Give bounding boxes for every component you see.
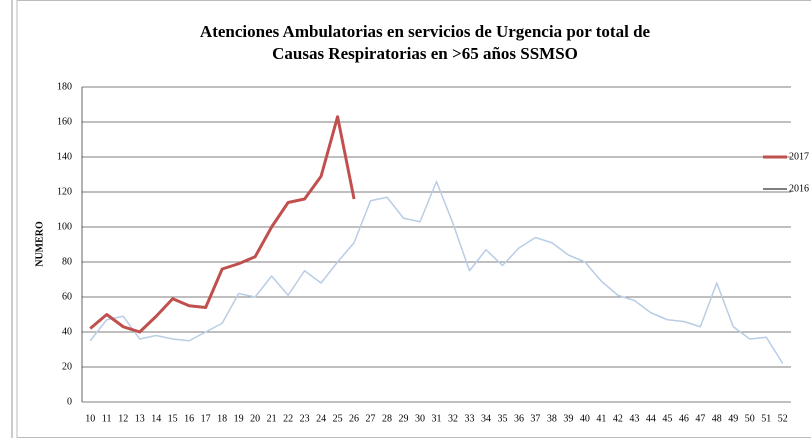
series-line: [89, 180, 784, 364]
x-tick-label: 10: [85, 413, 95, 424]
x-tick-label: 28: [382, 413, 392, 424]
x-tick-label: 31: [432, 413, 442, 424]
x-tick-label: 33: [464, 413, 474, 424]
x-tick-label: 38: [547, 413, 557, 424]
x-tick-label: 43: [629, 413, 639, 424]
legend-label: 2016: [789, 183, 809, 194]
y-tick-label: 40: [62, 326, 72, 337]
x-tick-label: 37: [530, 413, 540, 424]
y-tick-label: 100: [57, 221, 72, 232]
x-tick-label: 36: [514, 413, 524, 424]
y-tick-label: 80: [62, 256, 72, 267]
x-tick-label: 32: [448, 413, 458, 424]
x-tick-label: 11: [102, 413, 112, 424]
x-tick-label: 14: [151, 413, 161, 424]
y-tick-label: 180: [57, 81, 72, 92]
y-tick-label: 140: [57, 151, 72, 162]
x-tick-label: 25: [333, 413, 343, 424]
x-tick-label: 35: [497, 413, 507, 424]
y-tick-label: 160: [57, 116, 72, 127]
x-tick-label: 13: [135, 413, 145, 424]
x-tick-label: 42: [613, 413, 623, 424]
x-tick-label: 51: [761, 413, 771, 424]
x-tick-label: 50: [745, 413, 755, 424]
y-tick-label: 60: [62, 291, 72, 302]
x-tick-label: 48: [712, 413, 722, 424]
x-tick-label: 27: [366, 413, 376, 424]
x-tick-label: 15: [168, 413, 178, 424]
x-tick-label: 22: [283, 413, 293, 424]
x-tick-label: 21: [267, 413, 277, 424]
x-tick-label: 39: [563, 413, 573, 424]
y-tick-label: 120: [57, 186, 72, 197]
x-tick-label: 20: [250, 413, 260, 424]
series-line: [89, 115, 356, 334]
x-tick-label: 45: [662, 413, 672, 424]
chart-frame: [16, 0, 811, 438]
x-tick-label: 44: [646, 413, 656, 424]
y-axis-label: NUMERO: [34, 221, 45, 267]
y-tick-label: 0: [67, 396, 72, 407]
x-tick-label: 49: [728, 413, 738, 424]
chart-title: Causas Respiratorias en >65 años SSMSO: [272, 44, 578, 63]
x-tick-label: 34: [481, 413, 491, 424]
x-tick-label: 41: [596, 413, 606, 424]
x-tick-label: 47: [695, 413, 705, 424]
x-tick-label: 29: [399, 413, 409, 424]
x-tick-label: 17: [201, 413, 211, 424]
x-tick-label: 19: [234, 413, 244, 424]
x-tick-label: 46: [679, 413, 689, 424]
x-tick-label: 52: [778, 413, 788, 424]
x-tick-label: 30: [415, 413, 425, 424]
x-tick-label: 18: [217, 413, 227, 424]
legend-label: 2017: [789, 151, 809, 162]
y-tick-label: 20: [62, 361, 72, 372]
x-tick-label: 12: [118, 413, 128, 424]
x-tick-label: 16: [184, 413, 194, 424]
x-tick-label: 24: [316, 413, 326, 424]
x-tick-label: 23: [300, 413, 310, 424]
x-tick-label: 40: [580, 413, 590, 424]
chart-title: Atenciones Ambulatorias en servicios de …: [200, 22, 651, 41]
x-tick-label: 26: [349, 413, 359, 424]
